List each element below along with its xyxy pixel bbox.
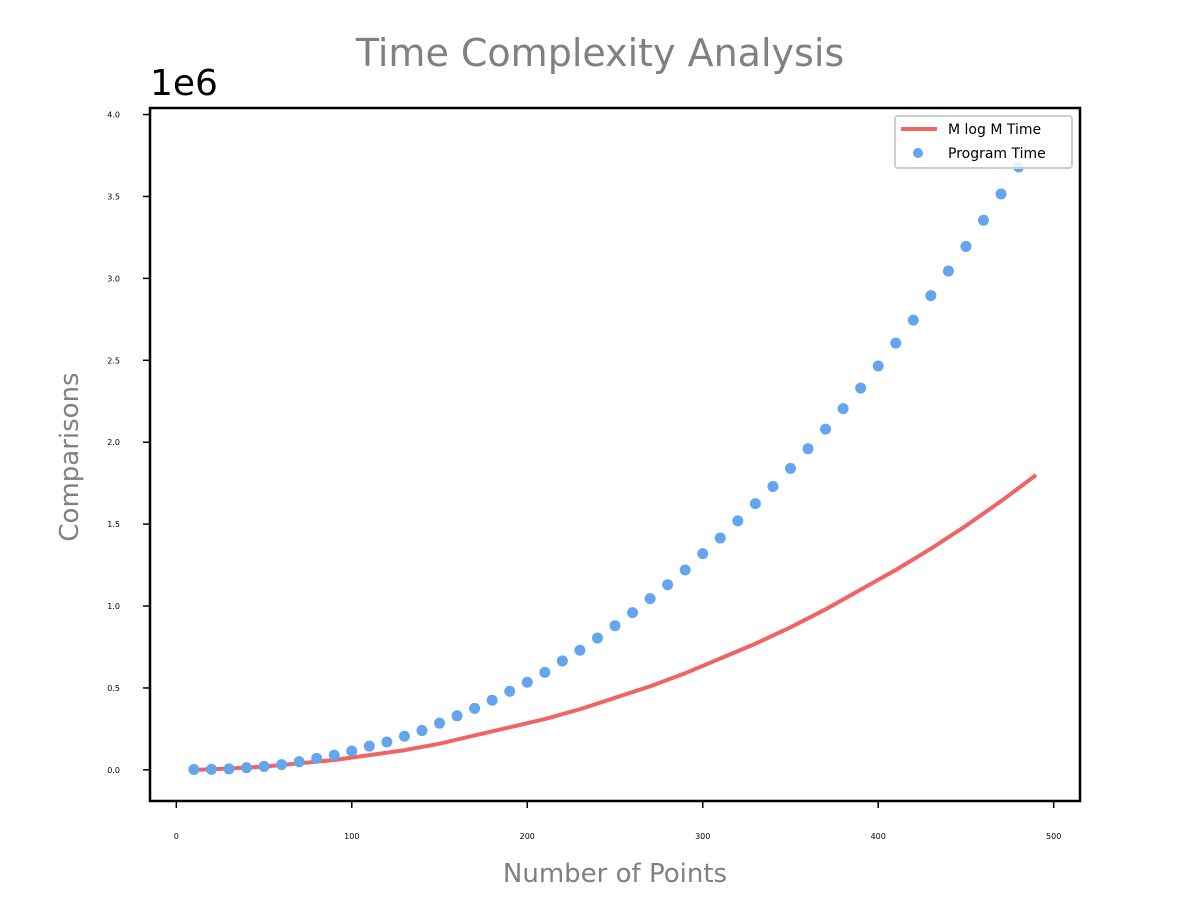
- y-tick-label: 2.5: [107, 356, 120, 365]
- program-time-point: [223, 763, 235, 775]
- program-time-point: [293, 756, 305, 768]
- program-time-point: [837, 403, 849, 415]
- program-time-point: [469, 702, 481, 714]
- program-time-point: [679, 564, 691, 576]
- program-time-point: [697, 548, 709, 560]
- program-time-point: [767, 480, 779, 492]
- program-time-point: [609, 620, 621, 632]
- program-time-point: [732, 515, 744, 527]
- y-tick-label: 2.0: [107, 438, 120, 447]
- x-axis-label: Number of Points: [503, 859, 727, 889]
- x-tick-label: 400: [871, 832, 886, 841]
- y-tick-label: 3.5: [107, 192, 120, 201]
- y-tick-label: 1.0: [107, 602, 120, 611]
- program-time-point: [872, 360, 884, 372]
- program-time-point: [188, 764, 200, 776]
- program-time-point: [591, 632, 603, 644]
- legend-swatch-program-time: [913, 148, 923, 158]
- program-time-point: [749, 498, 761, 510]
- program-time-point: [416, 725, 428, 737]
- program-time-point: [627, 607, 639, 619]
- x-axis: 0 100 200 300 400 500: [174, 801, 1061, 841]
- y-tick-label: 0.0: [107, 766, 120, 775]
- x-tick-label: 100: [344, 832, 359, 841]
- program-time-point: [258, 760, 270, 772]
- program-time-point: [486, 694, 498, 706]
- plot-frame: [148, 106, 1082, 803]
- legend-box: [894, 115, 1073, 169]
- program-time-point: [346, 745, 358, 757]
- program-time-point: [398, 730, 410, 742]
- y-axis-offset-label: 1e6: [150, 63, 218, 104]
- program-time-point: [942, 265, 954, 277]
- program-time-point: [890, 337, 902, 349]
- y-axis-label: Comparisons: [55, 372, 85, 541]
- x-tick-label: 200: [520, 832, 535, 841]
- program-time-point: [574, 644, 586, 656]
- program-time-point: [802, 443, 814, 455]
- program-time-point: [241, 762, 253, 774]
- program-time-point: [276, 759, 288, 771]
- program-time-point: [960, 240, 972, 252]
- program-time-point: [662, 579, 674, 591]
- program-time-point: [363, 740, 375, 752]
- program-time-point: [504, 685, 516, 697]
- program-time-point: [381, 736, 393, 748]
- x-tick-label: 500: [1046, 832, 1061, 841]
- program-time-point: [328, 749, 340, 761]
- program-time-point: [714, 532, 726, 544]
- x-tick-label: 0: [174, 832, 179, 841]
- legend-label-program-time: Program Time: [948, 146, 1046, 162]
- program-time-point: [644, 593, 656, 605]
- legend-label-m-log-m: M log M Time: [948, 122, 1041, 138]
- program-time-point: [556, 655, 568, 667]
- y-tick-label: 3.0: [107, 274, 120, 283]
- plot-area: [188, 161, 1038, 776]
- program-time-point: [205, 763, 217, 775]
- program-time-point: [784, 462, 796, 474]
- program-time-point: [539, 666, 551, 678]
- program-time-point: [907, 314, 919, 326]
- legend: M log M Time Program Time: [894, 115, 1073, 169]
- y-tick-label: 4.0: [107, 111, 120, 120]
- program-time-point: [925, 290, 937, 302]
- program-time-point: [311, 752, 323, 764]
- program-time-point: [977, 214, 989, 226]
- x-tick-label: 300: [695, 832, 710, 841]
- program-time-point: [434, 717, 446, 729]
- y-tick-label: 0.5: [107, 684, 120, 693]
- program-time-point: [855, 382, 867, 394]
- program-time-point: [820, 423, 832, 435]
- y-axis: 0.0 0.5 1.0 1.5 2.0 2.5 3.0 3.5 4.0: [107, 111, 150, 775]
- y-tick-label: 1.5: [107, 520, 120, 529]
- program-time-point: [995, 188, 1007, 200]
- program-time-point: [521, 676, 533, 688]
- chart-title: Time Complexity Analysis: [355, 31, 844, 75]
- program-time-point: [451, 710, 463, 722]
